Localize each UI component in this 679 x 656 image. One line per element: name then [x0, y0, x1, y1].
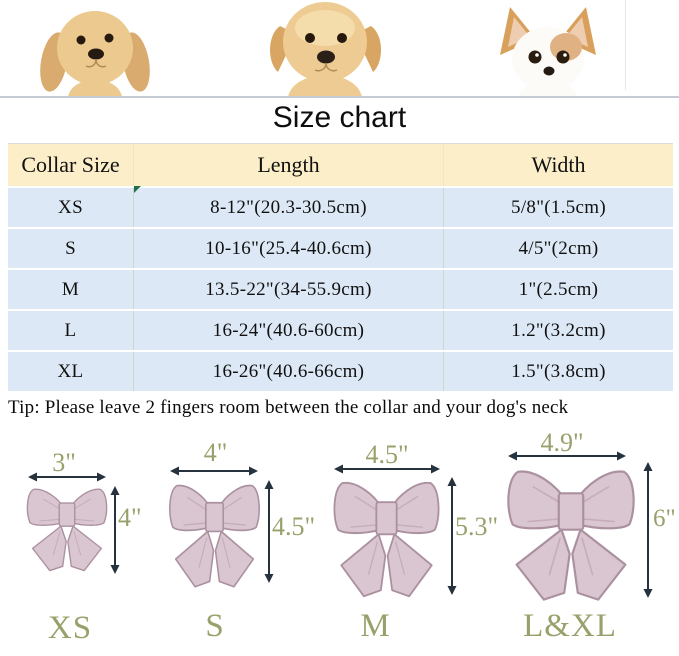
size-cell: XL [8, 352, 133, 391]
width-cell: 5/8"(1.5cm) [443, 188, 673, 227]
width-cell: 1"(2.5cm) [443, 270, 673, 309]
table-row: XL 16-26"(40.6-66cm) 1.5"(3.8cm) [8, 352, 673, 391]
table-row: L 16-24"(40.6-60cm) 1.2"(3.2cm) [8, 311, 673, 350]
width-arrow [28, 472, 106, 482]
bow-illustration-s [168, 484, 261, 588]
bow-height-label: 4" [118, 503, 142, 532]
bow-width-label: 3" [52, 448, 76, 477]
bow-size-name: L&XL [523, 608, 617, 644]
page-title: Size chart [272, 101, 407, 134]
size-cell: XS [8, 188, 133, 227]
bow-illustration-lxl [507, 470, 635, 601]
bow-width-label: 4.5" [365, 440, 409, 469]
height-arrow [643, 462, 653, 598]
length-cell: 16-24"(40.6-60cm) [133, 311, 443, 350]
height-arrow [447, 477, 457, 595]
bow-height-label: 4.5" [272, 512, 316, 541]
photo-edge-line [625, 0, 626, 90]
cocker-spaniel-puppy-photo [40, 11, 150, 97]
size-cell: S [8, 229, 133, 268]
divider-line [0, 96, 679, 98]
table-row: M 13.5-22"(34-55.9cm) 1"(2.5cm) [8, 270, 673, 309]
column-header-width: Width [443, 144, 673, 186]
table-row: XS 8-12"(20.3-30.5cm) 5/8"(1.5cm) [8, 188, 673, 227]
cell-corner-marker [134, 186, 141, 193]
bow-illustration-m [333, 481, 440, 598]
bow-width-label: 4" [203, 438, 228, 467]
height-arrow [110, 486, 120, 574]
length-cell: 10-16"(25.4-40.6cm) [133, 229, 443, 268]
width-arrow [334, 464, 440, 474]
table-row: S 10-16"(25.4-40.6cm) 4/5"(2cm) [8, 229, 673, 268]
length-cell: 16-26"(40.6-66cm) [133, 352, 443, 391]
bow-size-name: M [360, 608, 391, 644]
column-header-length: Length [133, 144, 443, 186]
golden-retriever-puppy-photo [270, 2, 381, 97]
bow-size-name: S [205, 608, 225, 644]
size-cell: M [8, 270, 133, 309]
bow-size-name: XS [47, 610, 93, 646]
tip-text: Tip: Please leave 2 fingers room between… [8, 397, 569, 418]
width-cell: 1.2"(3.2cm) [443, 311, 673, 350]
chihuahua-photo [500, 7, 596, 97]
size-table: Collar Size Length Width XS 8-12"(20.3-3… [8, 143, 673, 393]
length-cell: 13.5-22"(34-55.9cm) [133, 270, 443, 309]
length-cell: 8-12"(20.3-30.5cm) [133, 188, 443, 227]
column-header-collar-size: Collar Size [8, 144, 133, 186]
height-arrow [264, 480, 274, 583]
bow-height-label: 5.3" [455, 512, 499, 541]
width-cell: 1.5"(3.8cm) [443, 352, 673, 391]
size-cell: L [8, 311, 133, 350]
bow-height-label: 6" [653, 505, 676, 532]
bow-width-label: 4.9" [540, 428, 584, 457]
width-arrow [170, 466, 258, 476]
bow-illustration-xs [26, 488, 108, 572]
table-header-row: Collar Size Length Width [8, 144, 673, 186]
width-arrow [508, 451, 626, 461]
width-cell: 4/5"(2cm) [443, 229, 673, 268]
